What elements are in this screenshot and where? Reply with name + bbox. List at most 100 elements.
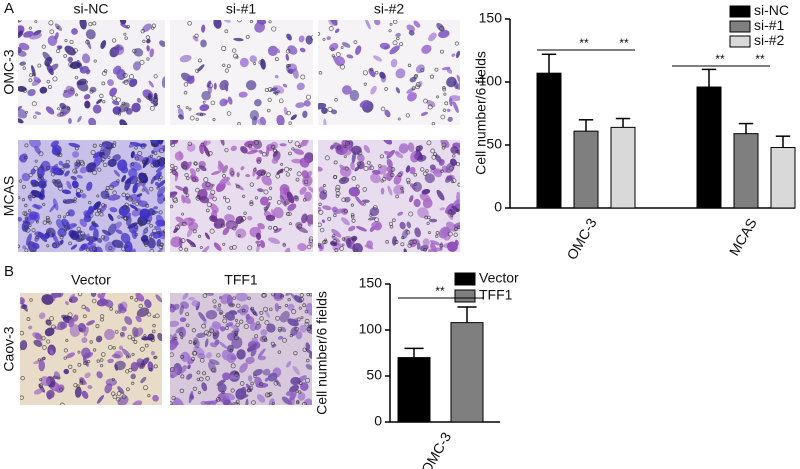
micrograph-cell [63, 368, 70, 375]
micrograph-pore [42, 345, 47, 350]
micrograph-pore [22, 87, 28, 93]
micrograph-cell [276, 168, 284, 175]
micrograph-pore [116, 179, 120, 183]
micrograph-pore [217, 303, 222, 307]
micrograph-pore [146, 219, 151, 225]
micrograph-pore [288, 121, 292, 125]
micrograph-cell [65, 301, 69, 306]
micrograph-pore [254, 196, 259, 200]
micrograph-cell [135, 315, 142, 323]
bar [696, 86, 722, 209]
micrograph-pore [150, 338, 155, 343]
micrograph-pore [280, 170, 284, 174]
micrograph-cell [350, 161, 355, 171]
micrograph-pore [31, 228, 36, 233]
micrograph-pore [52, 243, 58, 248]
micrograph-cell [104, 383, 113, 394]
micrograph-cell [301, 170, 309, 179]
micrograph-cell [115, 229, 123, 235]
micrograph-cell [119, 119, 128, 125]
micrograph-cell [245, 313, 251, 320]
micrograph-pore [20, 330, 25, 336]
micrograph-pore [116, 44, 120, 48]
micrograph-cell [84, 372, 91, 379]
micrograph-cell [192, 35, 199, 42]
micrograph-cell [342, 143, 353, 156]
micrograph-cell [323, 118, 327, 125]
micrograph-cell [18, 30, 24, 38]
micrograph-pore [128, 74, 135, 80]
micrograph-pore [388, 29, 392, 33]
micrograph-cell [20, 297, 25, 305]
micrograph-pore [40, 176, 44, 181]
micrograph-pore [362, 70, 368, 76]
micrograph-pore [102, 162, 108, 168]
micrograph-cell [436, 22, 445, 32]
y-tick-label: 0 [494, 199, 502, 215]
micrograph-pore [62, 199, 67, 204]
micrograph-cell [205, 309, 218, 320]
micrograph-pore [440, 169, 444, 173]
micrograph-pore [93, 59, 97, 63]
micrograph-pore [343, 145, 347, 149]
micrograph-cell [245, 398, 249, 405]
micrograph-pore [35, 235, 40, 240]
micrograph-pore [340, 46, 344, 49]
micrograph-pore [252, 311, 257, 315]
micrograph-pore [76, 226, 81, 232]
micrograph-cell [379, 71, 386, 79]
micrograph-cell [333, 208, 346, 215]
micrograph-pore [408, 211, 414, 217]
micrograph-cell [86, 181, 93, 191]
micrograph-pore [304, 309, 309, 314]
micrograph-cell [75, 192, 81, 198]
micrograph-pore [287, 211, 292, 217]
micrograph-cell [302, 140, 309, 147]
micrograph-cell [52, 198, 59, 211]
micrograph-cell [64, 170, 70, 177]
legend-swatch [454, 289, 476, 303]
micrograph-pore [99, 358, 104, 362]
micrograph-pore [65, 212, 70, 217]
micrograph-pore [310, 35, 313, 40]
micrograph-cell [29, 211, 38, 220]
micrograph-pore [249, 20, 254, 24]
micrograph-cell [171, 367, 178, 378]
micrograph-pore [68, 364, 73, 370]
micrograph-pore [152, 100, 158, 106]
micrograph-cell [380, 187, 385, 195]
micrograph-cell [303, 398, 312, 405]
micrograph-pore [196, 168, 200, 172]
micrograph-cell [352, 243, 363, 252]
micrograph-cell [81, 347, 91, 359]
micrograph-pore [285, 211, 290, 216]
micrograph-pore [298, 381, 303, 385]
micrograph-cell [282, 83, 288, 88]
micrograph-cell [338, 176, 350, 184]
micrograph-cell [238, 91, 248, 98]
micrograph-cell [175, 185, 186, 192]
micrograph-pore [21, 184, 26, 189]
micrograph-pore [296, 171, 302, 177]
micrograph-pore [34, 159, 38, 163]
micrograph-pore [64, 224, 69, 229]
micrograph-pore [284, 166, 290, 172]
micrograph-pore [153, 364, 158, 369]
micrograph-cell [71, 28, 78, 35]
micrograph-pore [306, 293, 310, 297]
micrograph-cell [292, 365, 300, 375]
micrograph-cell [266, 323, 276, 333]
column-label: si-NC [74, 1, 109, 17]
micrograph-pore [420, 68, 425, 73]
micrograph-pore [456, 208, 460, 212]
micrograph-pore [193, 161, 198, 166]
micrograph-pore [170, 367, 175, 373]
micrograph-cell [45, 227, 56, 238]
micrograph-pore [50, 324, 56, 330]
micrograph-pore [333, 160, 338, 165]
micrograph-cell [170, 236, 183, 248]
micrograph-pore [196, 370, 201, 375]
micrograph-cell [394, 150, 400, 155]
micrograph-cell [154, 171, 162, 181]
micrograph-pore [38, 151, 44, 157]
